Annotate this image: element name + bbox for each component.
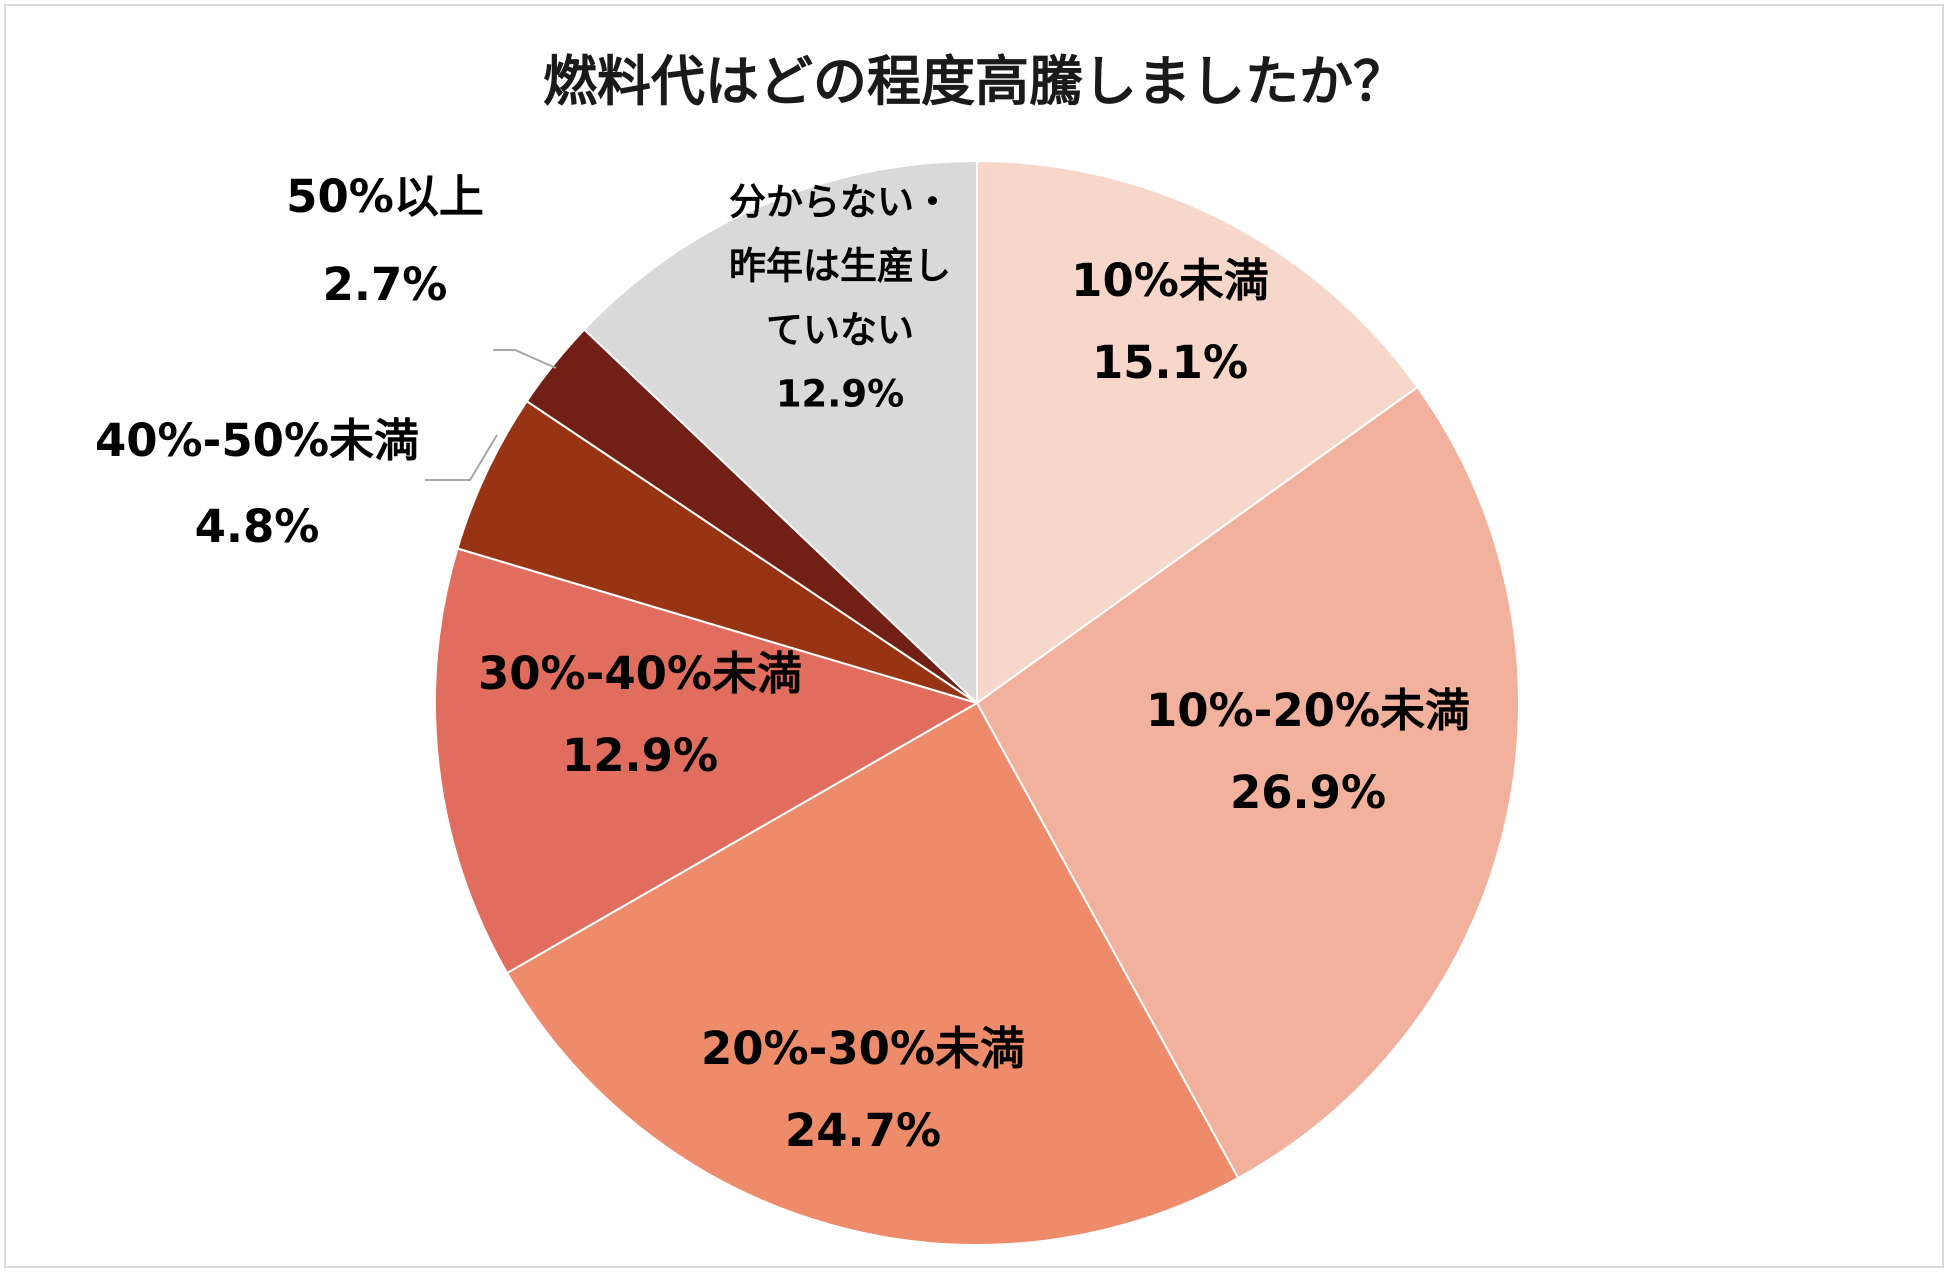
slice-category-label: 50%以上 <box>286 170 484 223</box>
pie-slice-3 <box>505 701 1240 1246</box>
pie-slice-2 <box>975 385 1520 1180</box>
slice-category-label: 昨年は生産し <box>729 245 951 288</box>
slice-category-label: 10%-20%未満 <box>1146 684 1470 737</box>
slice-label-6: 50%以上 2.7% <box>286 170 484 311</box>
leader-line-6 <box>493 349 557 369</box>
chart-title: 燃料代はどの程度高騰しましたか？ <box>543 50 1407 113</box>
slice-category-label: 20%-30%未満 <box>701 1022 1025 1075</box>
slice-value-label: 15.1% <box>1092 336 1248 389</box>
slice-label-2: 10%-20%未満 26.9% <box>1146 684 1470 819</box>
pie-slice-1 <box>976 159 1419 705</box>
slice-value-label: 12.9% <box>562 729 718 782</box>
leader-lines <box>425 349 557 481</box>
slice-value-label: 4.8% <box>195 500 320 553</box>
pie-slices <box>434 159 1520 1246</box>
slice-value-label: 2.7% <box>323 258 448 311</box>
leader-line-5 <box>425 434 498 481</box>
slice-value-label: 12.9% <box>776 373 904 416</box>
slice-category-label: ていない <box>766 309 914 352</box>
slice-label-1: 10%未満 15.1% <box>1071 254 1269 389</box>
slice-labels: 10%未満 15.1% 10%-20%未満 26.9% 20%-30%未満 24.7% 30… <box>95 170 1470 1157</box>
slice-label-4: 30%-40%未満 12.9% <box>478 647 802 782</box>
slice-label-3: 20%-30%未満 24.7% <box>701 1022 1025 1157</box>
pie-slice-5 <box>456 399 978 704</box>
pie-slice-7 <box>582 159 978 706</box>
slice-value-label: 26.9% <box>1230 766 1386 819</box>
slice-category-label: 10%未満 <box>1071 254 1269 307</box>
slice-value-label: 24.7% <box>785 1104 941 1157</box>
slice-category-label: 分からない・ <box>729 181 951 224</box>
slice-category-label: 40%-50%未満 <box>95 414 419 467</box>
pie-slice-4 <box>434 547 980 975</box>
slice-category-label: 30%-40%未満 <box>478 647 802 700</box>
slice-label-5: 40%-50%未満 4.8% <box>95 414 419 553</box>
